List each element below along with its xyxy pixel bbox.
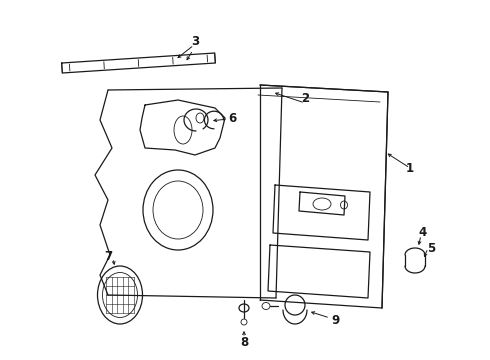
Text: 5: 5 — [427, 242, 435, 255]
Text: 2: 2 — [301, 91, 309, 104]
Text: 1: 1 — [406, 162, 414, 175]
Text: 3: 3 — [191, 35, 199, 48]
Text: 9: 9 — [331, 314, 339, 327]
Text: 7: 7 — [104, 249, 112, 262]
Text: 6: 6 — [228, 112, 236, 125]
Text: 4: 4 — [419, 225, 427, 239]
Text: 8: 8 — [240, 336, 248, 348]
